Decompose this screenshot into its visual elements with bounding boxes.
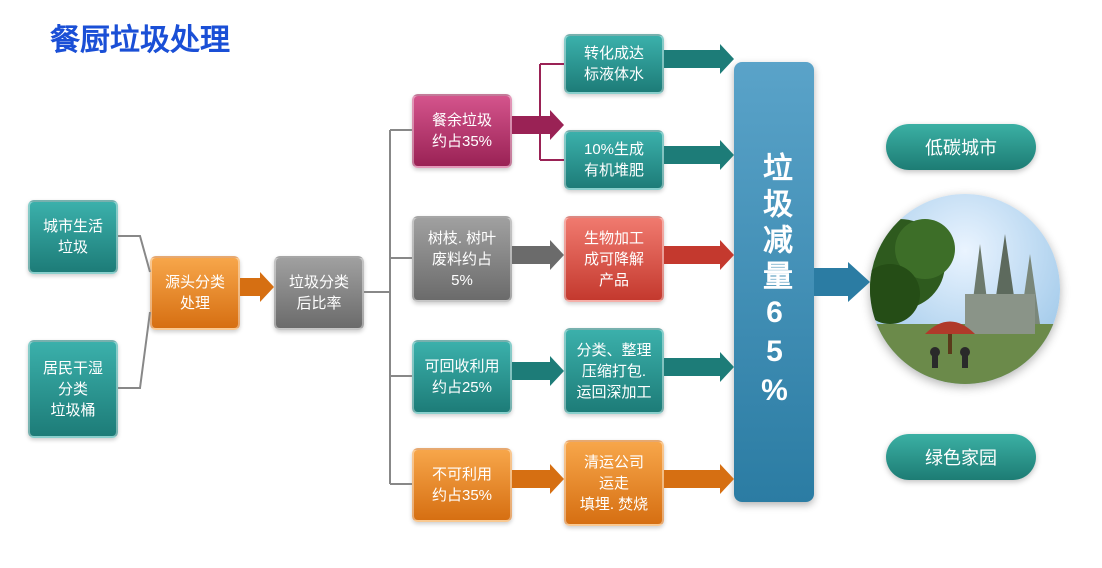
flow-node-o4: 分类、整理 压缩打包. 运回深加工 xyxy=(564,328,664,414)
flow-node-b2: 树枝. 树叶 废料约占 5% xyxy=(412,216,512,302)
goal-pill-p1: 低碳城市 xyxy=(886,124,1036,170)
flow-node-n3: 源头分类 处理 xyxy=(150,256,240,330)
page-title: 餐厨垃圾处理 xyxy=(50,15,230,59)
flow-node-b3: 可回收利用 约占25% xyxy=(412,340,512,414)
flow-node-n1: 城市生活 垃圾 xyxy=(28,200,118,274)
flow-node-n2: 居民干湿 分类 垃圾桶 xyxy=(28,340,118,438)
flow-node-b1: 餐余垃圾 约占35% xyxy=(412,94,512,168)
flow-node-b4: 不可利用 约占35% xyxy=(412,448,512,522)
flow-node-o3: 生物加工 成可降解 产品 xyxy=(564,216,664,302)
flow-node-n4: 垃圾分类 后比率 xyxy=(274,256,364,330)
city-svg xyxy=(870,194,1060,384)
goal-pill-p2: 绿色家园 xyxy=(886,434,1036,480)
city-illustration xyxy=(870,194,1060,384)
reduction-bar: 垃圾减量65% xyxy=(734,62,814,502)
flow-node-o1: 转化成达 标液体水 xyxy=(564,34,664,94)
reduction-bar-label: 垃圾减量65% xyxy=(752,152,796,413)
flow-node-o5: 清运公司 运走 填埋. 焚烧 xyxy=(564,440,664,526)
flow-node-o2: 10%生成 有机堆肥 xyxy=(564,130,664,190)
